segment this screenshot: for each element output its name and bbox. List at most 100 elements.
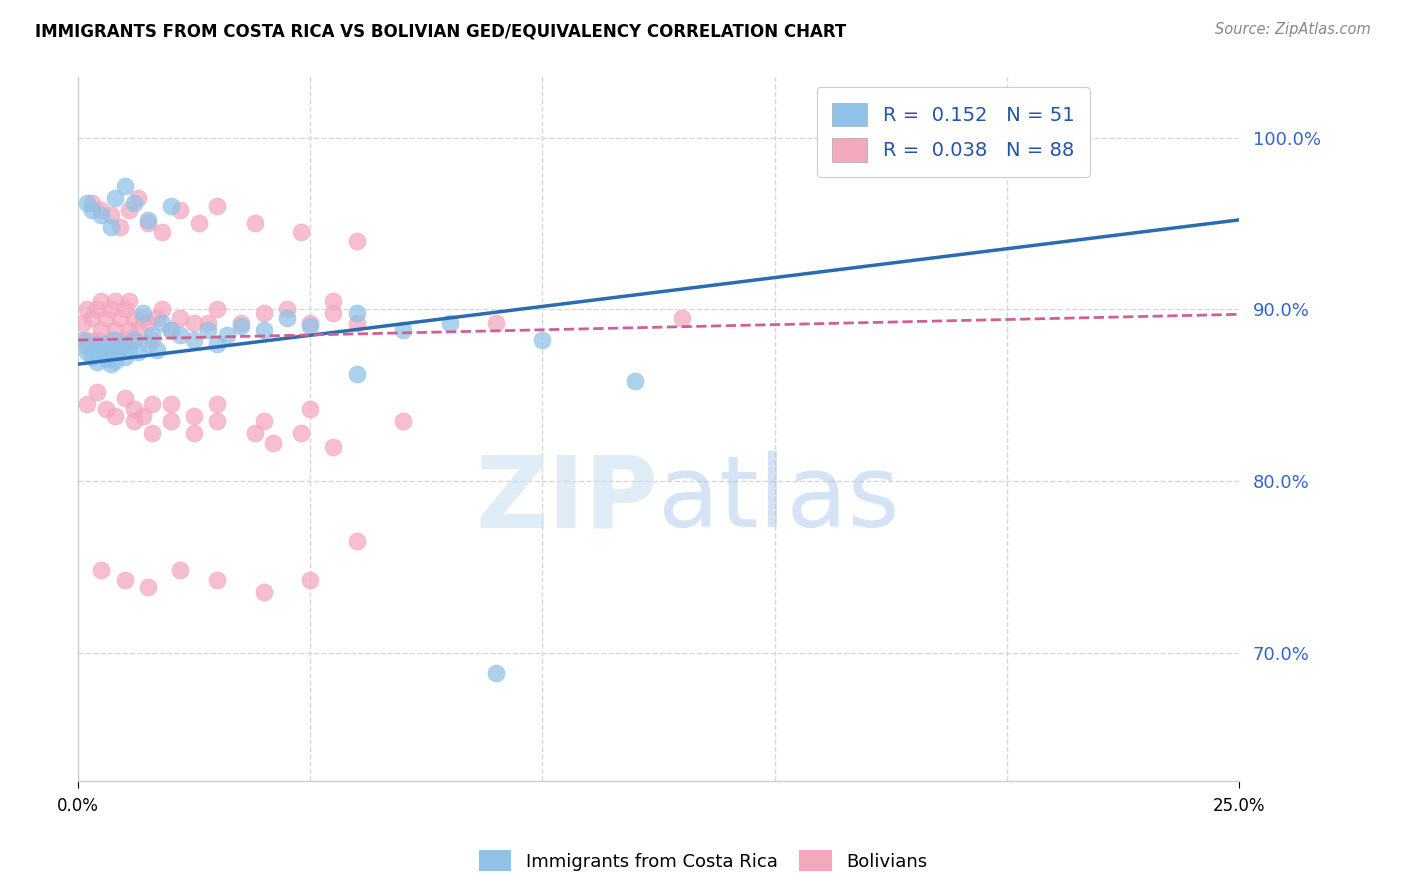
Point (122, 333, 145, 347)
Point (299, 316, 322, 330)
Point (86, 302, 108, 317)
Point (183, 425, 205, 440)
Point (132, 409, 155, 423)
Point (299, 574, 322, 588)
Point (160, 323, 183, 337)
Legend: Immigrants from Costa Rica, Bolivians: Immigrants from Costa Rica, Bolivians (471, 843, 935, 879)
Point (132, 310, 155, 325)
Point (392, 414, 415, 428)
Point (136, 316, 159, 330)
Point (80, 202, 103, 217)
Point (346, 533, 368, 548)
Point (122, 310, 145, 325)
Point (346, 368, 368, 382)
Point (531, 333, 554, 347)
Point (94, 310, 117, 325)
Point (671, 310, 693, 325)
Point (104, 293, 127, 308)
Point (104, 191, 127, 205)
Point (104, 333, 127, 347)
Point (169, 202, 191, 217)
Point (160, 396, 183, 410)
Point (72, 333, 94, 347)
Point (322, 305, 344, 319)
Point (276, 310, 298, 325)
Point (100, 208, 122, 222)
Point (122, 333, 145, 347)
Text: IMMIGRANTS FROM COSTA RICA VS BOLIVIAN GED/EQUIVALENCY CORRELATION CHART: IMMIGRANTS FROM COSTA RICA VS BOLIVIAN G… (35, 22, 846, 40)
Point (322, 293, 344, 308)
Point (207, 199, 229, 213)
Point (76, 396, 98, 410)
Point (90, 343, 112, 358)
Point (485, 316, 508, 330)
Point (150, 302, 173, 317)
Point (229, 319, 252, 334)
Point (114, 336, 136, 351)
Point (114, 351, 136, 365)
Point (90, 208, 112, 222)
Point (392, 323, 415, 337)
Point (299, 401, 322, 416)
Point (150, 316, 173, 330)
Point (322, 440, 344, 454)
Point (104, 353, 127, 368)
Point (197, 316, 219, 330)
Point (100, 345, 122, 359)
Point (197, 323, 219, 337)
Legend: R =  0.152   N = 51, R =  0.038   N = 88: R = 0.152 N = 51, R = 0.038 N = 88 (817, 87, 1090, 178)
Point (86, 333, 108, 347)
Point (90, 202, 112, 217)
Point (253, 414, 276, 428)
Point (253, 323, 276, 337)
Point (207, 336, 229, 351)
Point (346, 234, 368, 248)
Point (262, 436, 284, 450)
Point (207, 302, 229, 317)
Point (141, 396, 163, 410)
Point (243, 216, 266, 230)
Point (169, 563, 191, 577)
Point (86, 336, 108, 351)
Point (439, 316, 461, 330)
Point (253, 585, 276, 599)
Point (160, 323, 183, 337)
Point (160, 199, 183, 213)
Point (136, 580, 159, 594)
Point (229, 316, 252, 330)
Point (80, 351, 103, 365)
Point (485, 666, 508, 681)
Point (108, 219, 131, 234)
Point (187, 216, 209, 230)
Point (94, 351, 117, 366)
Point (108, 340, 131, 354)
Point (183, 333, 205, 347)
Text: Source: ZipAtlas.com: Source: ZipAtlas.com (1215, 22, 1371, 37)
Point (136, 213, 159, 227)
Point (169, 310, 191, 325)
Point (146, 343, 169, 358)
Point (80, 310, 103, 325)
Text: ZIP: ZIP (475, 451, 658, 549)
Point (122, 414, 145, 428)
Point (118, 323, 141, 337)
Point (127, 323, 149, 337)
Point (114, 333, 136, 347)
Point (76, 333, 98, 347)
Point (290, 425, 312, 440)
Point (114, 178, 136, 193)
Point (94, 401, 117, 416)
Point (104, 409, 127, 423)
Point (253, 305, 276, 319)
Point (90, 323, 112, 337)
Point (215, 327, 238, 342)
Point (127, 345, 149, 359)
Point (150, 225, 173, 239)
Point (86, 355, 108, 369)
Point (80, 195, 103, 210)
Point (136, 216, 159, 230)
Point (122, 195, 145, 210)
Point (114, 392, 136, 406)
Point (90, 347, 112, 361)
Point (90, 293, 112, 308)
